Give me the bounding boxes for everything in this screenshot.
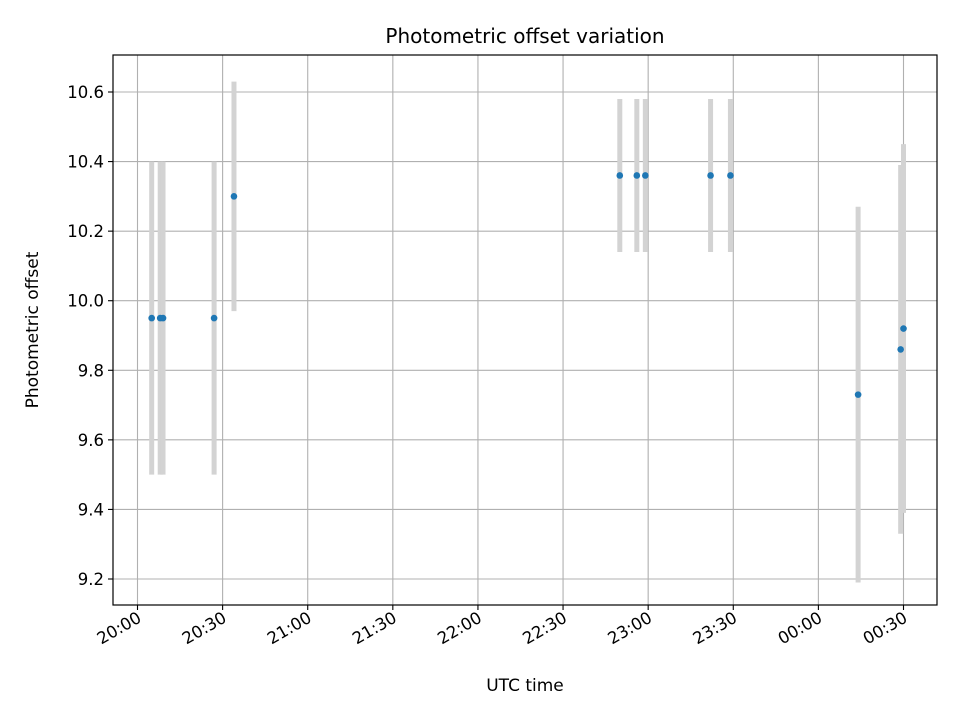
data-point (616, 172, 624, 179)
chart-title: Photometric offset variation (385, 24, 664, 48)
y-tick-label: 9.4 (78, 500, 104, 519)
y-tick-label: 9.8 (78, 361, 104, 380)
data-points (148, 172, 907, 398)
data-point (642, 172, 649, 179)
data-point (210, 314, 218, 322)
data-point (148, 314, 155, 322)
x-tick-label: 23:30 (690, 608, 741, 648)
data-point (900, 325, 907, 332)
x-tick-label: 00:30 (860, 608, 911, 648)
data-point (230, 193, 238, 200)
x-ticks: 20:00 20:30 21:00 21:30 22:00 22:30 23:00 23:30… (94, 605, 911, 648)
x-tick-label: 20:30 (179, 608, 230, 648)
y-axis-label: Photometric offset (23, 251, 43, 408)
y-tick-label: 9.2 (78, 570, 104, 589)
data-point (727, 172, 734, 179)
y-tick-label: 10.6 (67, 83, 104, 102)
x-tick-label: 21:00 (264, 608, 315, 648)
x-tick-label: 22:30 (519, 608, 570, 648)
data-point (897, 346, 904, 353)
errorbars (149, 81, 906, 583)
y-tick-label: 9.6 (78, 431, 104, 450)
x-axis-label: UTC time (486, 676, 564, 696)
y-tick-label: 10.0 (67, 292, 104, 311)
data-point (707, 172, 714, 179)
x-tick-label: 20:00 (94, 608, 145, 648)
y-ticks: 9.2 9.4 9.6 9.8 10.0 10.2 10.4 10.6 (67, 83, 113, 589)
x-tick-label: 00:00 (775, 608, 826, 648)
x-tick-label: 22:00 (434, 608, 485, 648)
y-tick-label: 10.4 (67, 153, 104, 172)
data-point (159, 314, 167, 322)
y-tick-label: 10.2 (67, 222, 104, 241)
plot-frame (112, 54, 938, 606)
grid (113, 55, 937, 605)
x-tick-label: 23:00 (604, 608, 655, 648)
data-point (633, 172, 641, 179)
data-point (854, 391, 862, 398)
x-tick-label: 21:30 (349, 608, 400, 648)
